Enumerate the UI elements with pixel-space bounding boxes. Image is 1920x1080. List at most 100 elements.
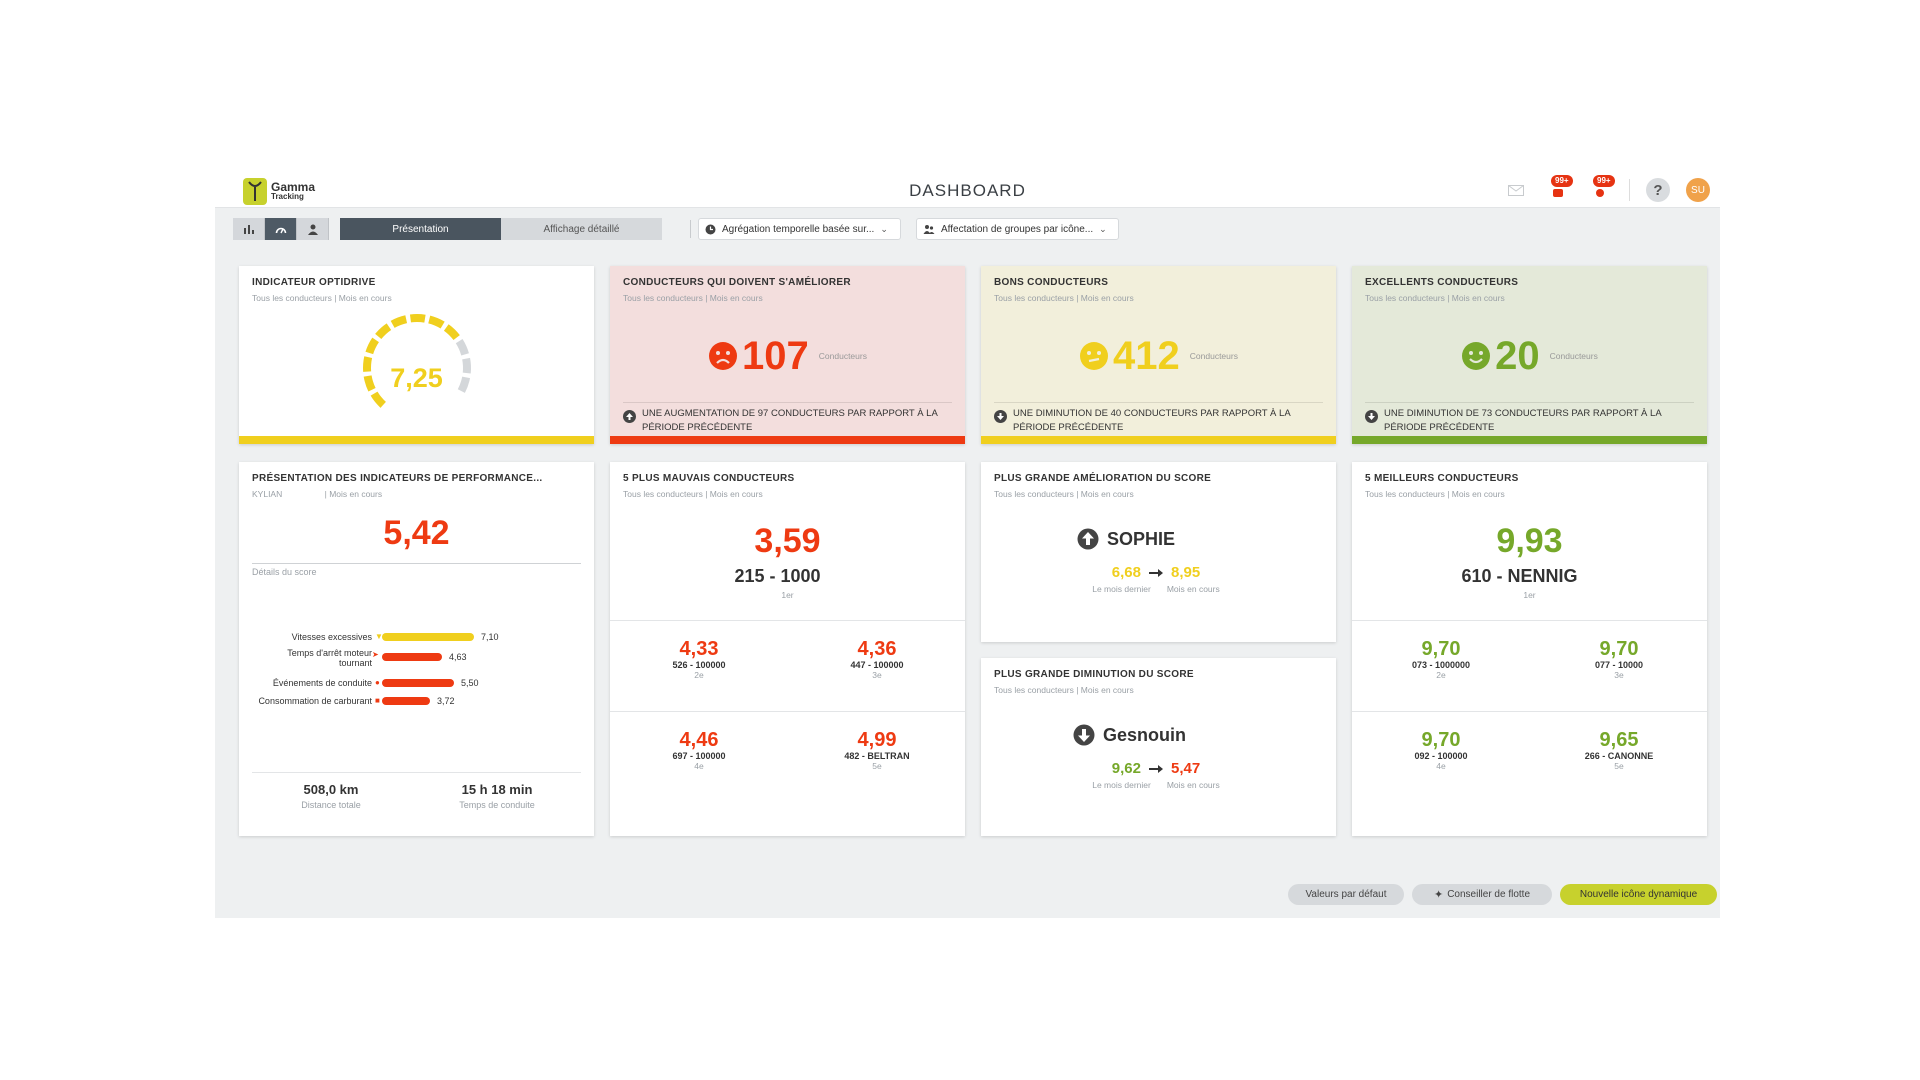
dashboard-app: Gamma Tracking DASHBOARD 99+ 99+ ? SU <box>215 172 1720 918</box>
driver-id: 092 - 100000 <box>1414 751 1468 761</box>
happy-face-icon <box>1462 342 1491 370</box>
optidrive-card[interactable]: INDICATEUR OPTIDRIVE Tous les conducteur… <box>239 266 594 444</box>
fleet-advisor-button[interactable]: ✦ Conseiller de flotte <box>1412 884 1552 905</box>
driver-rank: 4e <box>694 761 704 771</box>
kpi-label: Vitesses excessives <box>291 632 372 642</box>
logo-text-tracking: Tracking <box>271 192 304 201</box>
alerts-icon[interactable]: 99+ <box>1545 175 1573 203</box>
driving-events-icon: ● <box>375 678 380 687</box>
mail-icon[interactable] <box>1503 177 1529 203</box>
driver-name: KYLIAN <box>252 489 283 499</box>
help-button[interactable]: ? <box>1646 178 1670 202</box>
top-rank: 1er <box>1523 590 1536 600</box>
kpi-row-events: Événements de conduite ● 5,50 <box>239 678 594 696</box>
kpi-value: 7,10 <box>481 632 499 642</box>
card-subtitle: Tous les conducteurs | Mois en cours <box>1365 489 1505 499</box>
bar-chart-view-button[interactable] <box>233 218 265 240</box>
top-driver-id: 610 - NENNIG <box>1461 566 1578 586</box>
driver-name: Gesnouin <box>1103 724 1187 745</box>
header-divider <box>1629 179 1630 201</box>
page-title: DASHBOARD <box>909 181 1026 200</box>
driver-id: 447 - 100000 <box>850 660 904 670</box>
ranked-driver[interactable]: 9,65 266 - CANONNE 5e <box>1544 729 1694 771</box>
card-title: PLUS GRANDE DIMINUTION DU SCORE <box>994 669 1194 680</box>
tab-presentation[interactable]: Présentation <box>340 218 501 240</box>
best-drivers-card[interactable]: 5 MEILLEURS CONDUCTEURS Tous les conduct… <box>1352 462 1707 836</box>
status-bar <box>1352 436 1707 444</box>
card-subtitle: Tous les conducteurs | Mois en cours <box>252 293 392 303</box>
sparkle-icon: ✦ <box>1433 889 1444 901</box>
count-unit: Conducteurs <box>1189 351 1238 361</box>
kpi-label: Événements de conduite <box>272 678 372 688</box>
driver-rank: 3e <box>872 670 882 680</box>
ranked-driver[interactable]: 4,33 526 - 100000 2e <box>624 638 774 680</box>
previous-label: Le mois dernier <box>1092 584 1151 594</box>
optidrive-value: 7,25 <box>390 363 443 393</box>
gauge-view-button[interactable] <box>265 218 297 240</box>
driving-time-stat: 15 h 18 min Temps de conduite <box>422 782 572 810</box>
card-title: PLUS GRANDE AMÉLIORATION DU SCORE <box>994 473 1212 484</box>
score-details-label: Détails du score <box>252 567 317 577</box>
ranked-driver[interactable]: 4,46 697 - 100000 4e <box>624 729 774 771</box>
driver-score: 5,42 <box>383 514 450 552</box>
driver-view-button[interactable] <box>297 218 329 240</box>
sad-face-icon <box>709 342 738 370</box>
new-dynamic-icon-label: Nouvelle icône dynamique <box>1579 889 1698 900</box>
biggest-decline-card[interactable]: PLUS GRANDE DIMINUTION DU SCORE Tous les… <box>981 658 1336 836</box>
card-title: INDICATEUR OPTIDRIVE <box>252 277 376 288</box>
card-title: PRÉSENTATION DES INDICATEURS DE PERFORMA… <box>252 473 543 484</box>
card-title: 5 MEILLEURS CONDUCTEURS <box>1365 473 1519 484</box>
drivers-to-improve-card[interactable]: CONDUCTEURS QUI DOIVENT S'AMÉLIORER Tous… <box>610 266 965 444</box>
gauge-segment <box>390 315 408 328</box>
notifications-icon[interactable]: 99+ <box>1587 175 1615 203</box>
ranked-driver[interactable]: 9,70 092 - 100000 4e <box>1366 729 1516 771</box>
top-driver-id: 215 - 1000 <box>734 566 821 586</box>
user-avatar[interactable]: SU <box>1686 178 1710 202</box>
good-drivers-card[interactable]: BONS CONDUCTEURS Tous les conducteurs | … <box>981 266 1336 444</box>
driver-rank: 3e <box>1614 670 1624 680</box>
gauge-segment <box>363 356 373 372</box>
excellent-drivers-card[interactable]: EXCELLENTS CONDUCTEURS Tous les conducte… <box>1352 266 1707 444</box>
time-aggregation-dropdown[interactable]: Agrégation temporelle basée sur... ⌄ <box>698 218 901 240</box>
driver-rank: 5e <box>1614 761 1624 771</box>
kpi-row-idle: Temps d'arrêt moteur tournant ➤ 4,63 <box>239 648 594 668</box>
arrow-down-icon <box>994 410 1007 423</box>
distance-label: Distance totale <box>301 800 361 810</box>
divider <box>252 772 581 773</box>
gauge-segment <box>457 376 471 393</box>
ranked-driver[interactable]: 9,70 073 - 1000000 2e <box>1366 638 1516 680</box>
kpi-overview-card[interactable]: PRÉSENTATION DES INDICATEURS DE PERFORMA… <box>239 462 594 836</box>
logo[interactable]: Gamma Tracking <box>243 177 315 205</box>
driver-score: 4,33 <box>679 638 719 660</box>
change-text: UNE DIMINUTION DE 73 CONDUCTEURS PAR RAP… <box>1384 408 1662 433</box>
card-subtitle: KYLIAN | Mois en cours <box>252 489 382 499</box>
card-subtitle: Tous les conducteurs | Mois en cours <box>623 293 763 303</box>
top-rank: 1er <box>781 590 794 600</box>
card-title: EXCELLENTS CONDUCTEURS <box>1365 277 1519 288</box>
group-assignment-dropdown[interactable]: Affectation de groupes par icône... ⌄ <box>916 218 1119 240</box>
logo-icon <box>243 177 267 205</box>
speed-icon: ▼ <box>375 632 383 641</box>
ranked-driver[interactable]: 4,36 447 - 100000 3e <box>802 638 952 680</box>
divider <box>610 620 965 621</box>
top-score: 9,93 <box>1496 522 1563 560</box>
worst-drivers-card[interactable]: 5 PLUS MAUVAIS CONDUCTEURS Tous les cond… <box>610 462 965 836</box>
distance-stat: 508,0 km Distance totale <box>256 782 406 810</box>
driving-time-label: Temps de conduite <box>459 800 535 810</box>
gauge-segment <box>443 324 460 341</box>
excellent-count: 20 <box>1495 334 1540 378</box>
ranked-driver[interactable]: 4,99 482 - BELTRAN 5e <box>802 729 952 771</box>
card-subtitle: Tous les conducteurs | Mois en cours <box>1365 293 1505 303</box>
improve-count: 107 <box>742 334 809 378</box>
previous-label: Le mois dernier <box>1092 780 1151 790</box>
driver-id: 077 - 10000 <box>1594 660 1644 670</box>
new-dynamic-icon-button[interactable]: Nouvelle icône dynamique <box>1560 884 1717 905</box>
ranked-driver[interactable]: 9,70 077 - 10000 3e <box>1544 638 1694 680</box>
best-improvement-card[interactable]: PLUS GRANDE AMÉLIORATION DU SCORE Tous l… <box>981 462 1336 642</box>
kpi-row-fuel: Consommation de carburant ■ 3,72 <box>239 696 594 714</box>
kpi-row-speed: Vitesses excessives ▼ 7,10 <box>239 632 594 650</box>
tab-detailed-view[interactable]: Affichage détaillé <box>501 218 662 240</box>
kpi-label: Consommation de carburant <box>258 696 372 706</box>
driving-time-value: 15 h 18 min <box>461 782 533 797</box>
default-values-button[interactable]: Valeurs par défaut <box>1288 884 1404 905</box>
